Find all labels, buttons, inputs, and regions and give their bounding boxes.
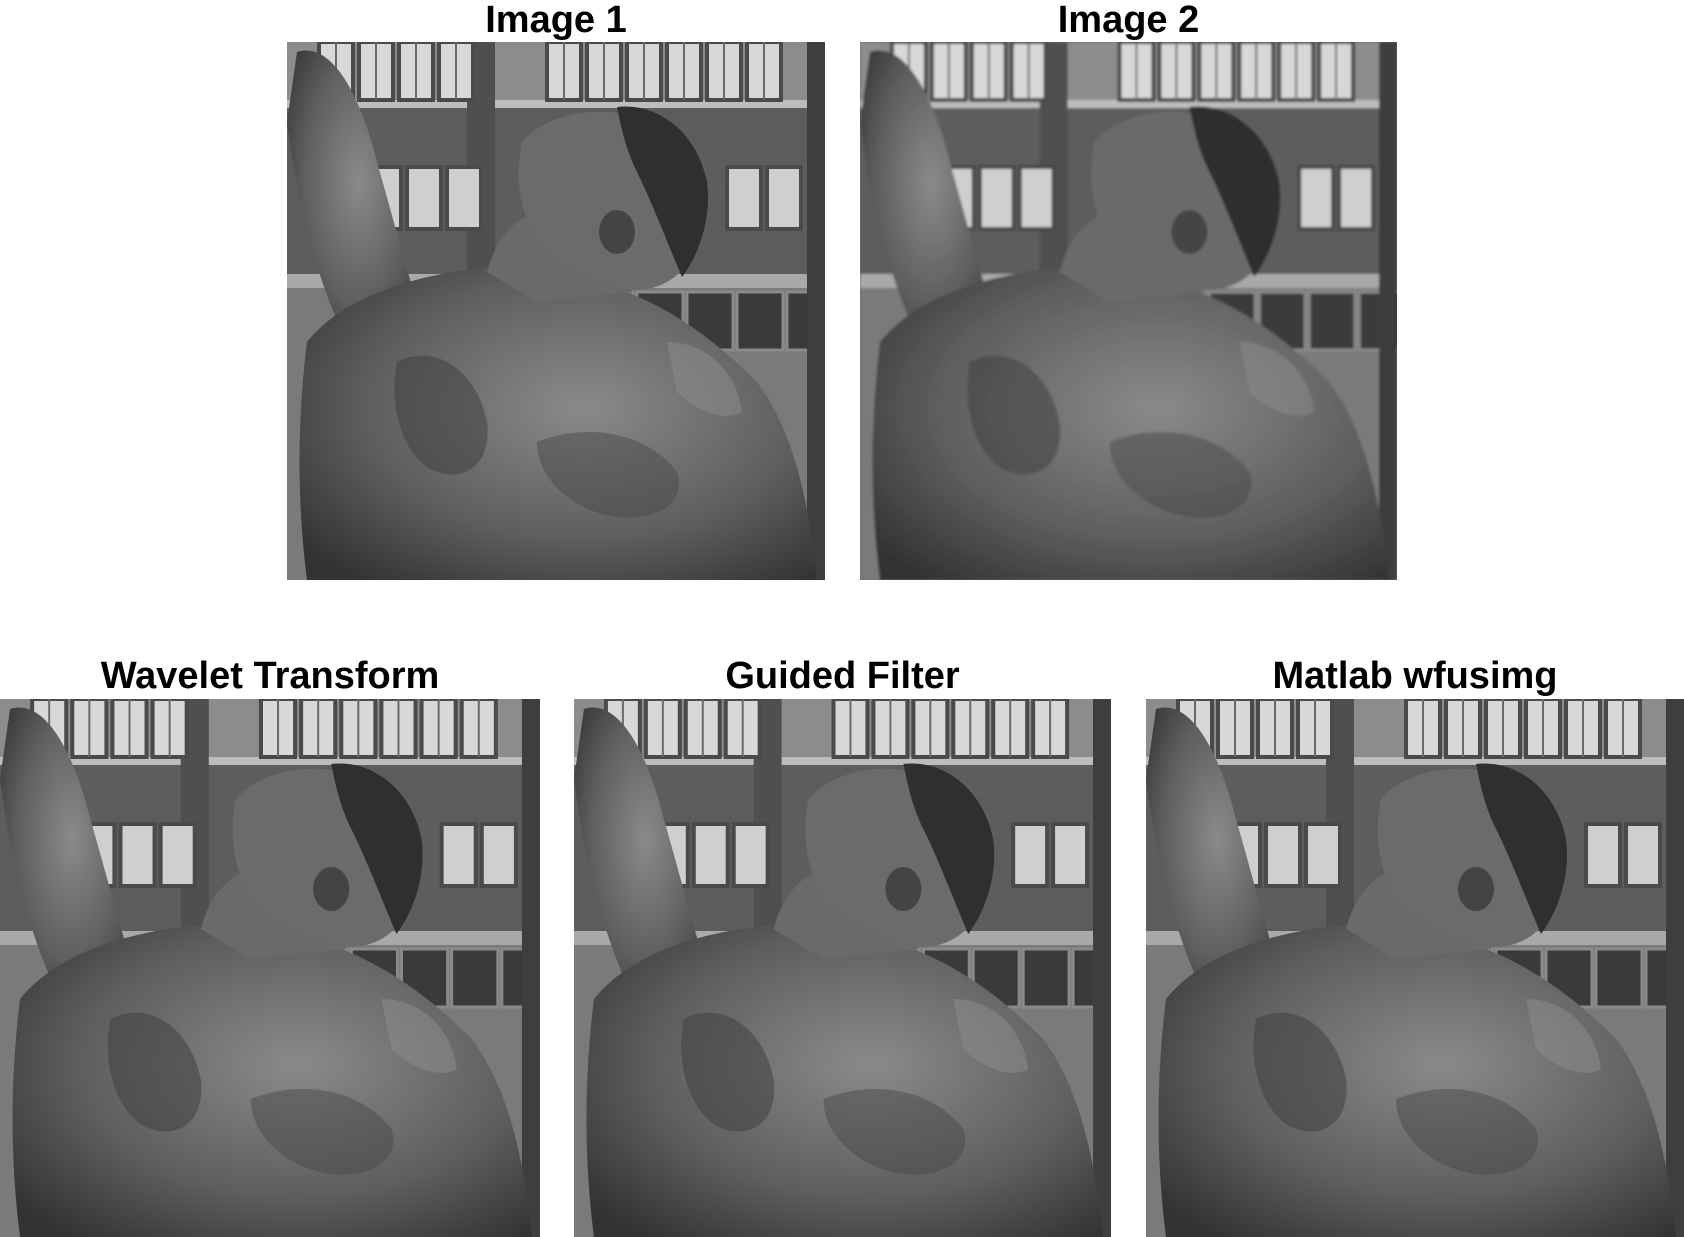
statue-photo-blurred [860, 42, 1397, 580]
panel-title: Image 1 [485, 0, 627, 41]
statue-photo-fused [0, 699, 540, 1237]
panel-image-2: Image 2 [860, 0, 1397, 580]
statue-photo-fused [574, 699, 1111, 1237]
panel-title: Matlab wfusimg [1272, 655, 1558, 697]
panel-matlab-wfusimg: Matlab wfusimg [1146, 654, 1684, 1237]
panel-wavelet-transform: Wavelet Transform [0, 654, 540, 1237]
statue-photo-fused [1146, 699, 1684, 1237]
panel-guided-filter: Guided Filter [574, 654, 1111, 1237]
panel-title: Image 2 [1057, 0, 1200, 41]
statue-photo [287, 42, 825, 580]
panel-title: Wavelet Transform [100, 655, 440, 697]
panel-title: Guided Filter [725, 655, 960, 697]
panel-image-1: Image 1 [287, 0, 825, 580]
